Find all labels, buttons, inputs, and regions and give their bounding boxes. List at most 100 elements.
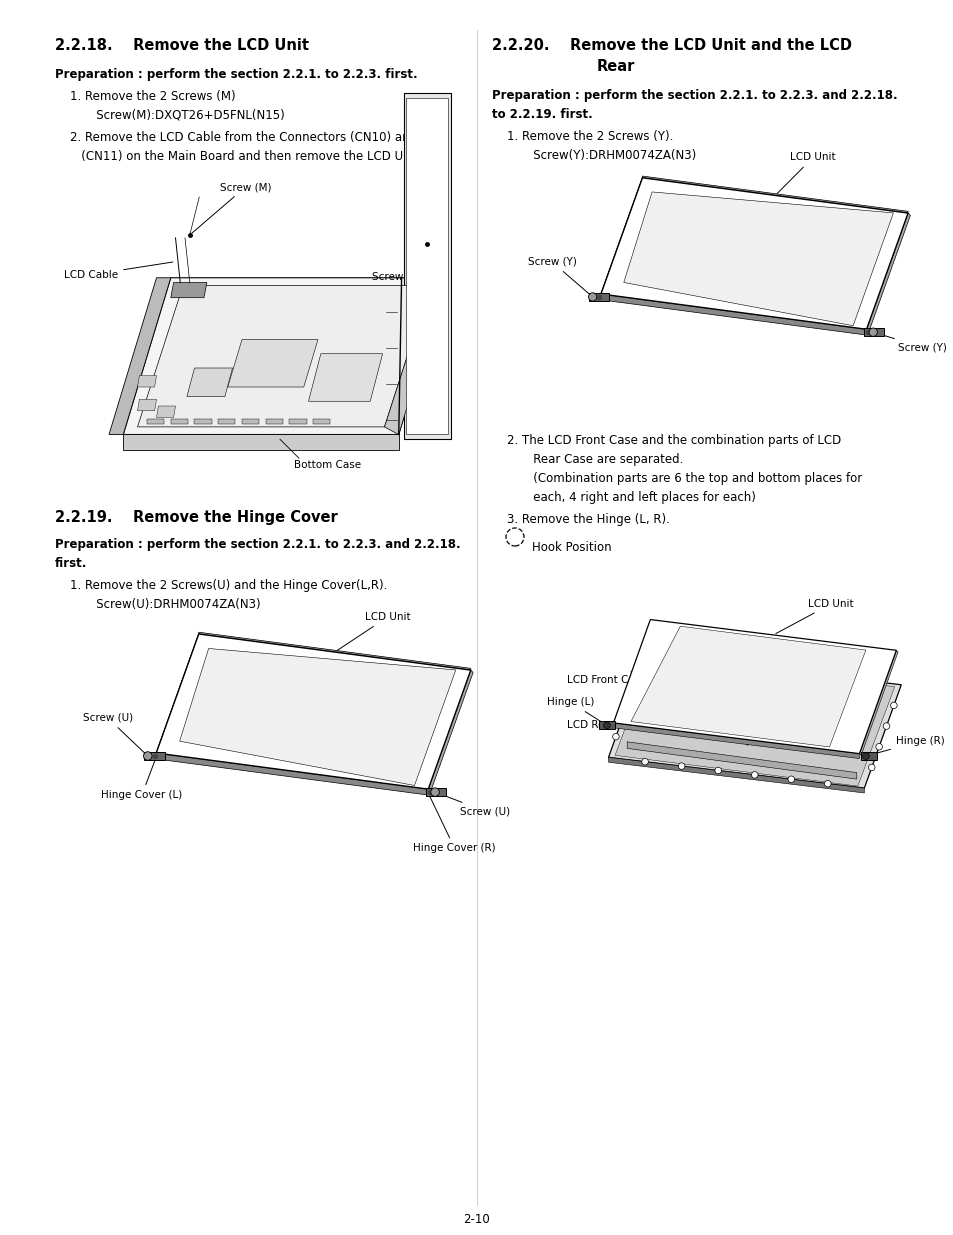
Text: Preparation : perform the section 2.2.1. to 2.2.3. and 2.2.18.: Preparation : perform the section 2.2.1.… [492,89,897,103]
Circle shape [824,673,831,679]
Text: Preparation : perform the section 2.2.1. to 2.2.3. first.: Preparation : perform the section 2.2.1.… [55,68,417,82]
Circle shape [612,734,618,740]
Text: (CN11) on the Main Board and then remove the LCD Unit.: (CN11) on the Main Board and then remove… [70,149,422,163]
Polygon shape [137,399,156,411]
Polygon shape [626,742,856,779]
Text: CN10: CN10 [240,288,315,306]
Polygon shape [428,671,473,792]
Text: LCD Cable: LCD Cable [64,262,172,280]
Circle shape [890,703,896,709]
Text: CN11: CN11 [202,321,257,332]
Circle shape [787,668,794,674]
Circle shape [868,329,877,336]
Polygon shape [171,283,207,298]
Text: Screw (Y): Screw (Y) [527,257,590,295]
Polygon shape [198,632,470,671]
Polygon shape [137,285,430,427]
Text: Screw(U):DRHM0074ZA(N3): Screw(U):DRHM0074ZA(N3) [85,598,260,611]
Text: 3. Remove the Hinge (L, R).: 3. Remove the Hinge (L, R). [506,513,669,526]
Circle shape [431,788,438,797]
Text: 1. Remove the 2 Screws (Y).: 1. Remove the 2 Screws (Y). [506,130,673,143]
Circle shape [619,713,626,719]
Polygon shape [613,620,896,753]
Polygon shape [308,353,382,401]
Text: Preparation : perform the section 2.2.1. to 2.2.3. and 2.2.18.: Preparation : perform the section 2.2.1.… [55,538,460,551]
Circle shape [787,776,794,783]
Text: Hinge (L): Hinge (L) [546,698,604,724]
Text: Screw (U): Screw (U) [437,793,510,816]
Text: Hinge Cover (L): Hinge Cover (L) [101,760,182,800]
Polygon shape [630,626,865,747]
Circle shape [143,752,152,761]
Polygon shape [156,634,470,789]
Polygon shape [384,278,446,435]
Text: Hinge Cover (R): Hinge Cover (R) [413,795,496,853]
Polygon shape [865,214,909,332]
Circle shape [751,664,758,671]
Polygon shape [859,651,897,756]
Text: 2-10: 2-10 [463,1213,490,1226]
Text: LCD Unit: LCD Unit [777,152,835,194]
Text: first.: first. [55,557,88,571]
Polygon shape [123,278,446,435]
Text: to 2.2.19. first.: to 2.2.19. first. [492,107,592,121]
FancyBboxPatch shape [425,788,446,797]
Bar [403,93,451,440]
Circle shape [714,767,720,774]
Text: Screw(Y):DRHM0074ZA(N3): Screw(Y):DRHM0074ZA(N3) [521,149,696,162]
Text: LCD Unit: LCD Unit [336,613,410,651]
FancyBboxPatch shape [144,752,165,760]
Polygon shape [137,375,156,387]
Polygon shape [187,368,233,396]
Text: 1. Remove the 2 Screws (M): 1. Remove the 2 Screws (M) [70,90,235,103]
FancyBboxPatch shape [863,329,883,336]
Polygon shape [600,294,865,335]
Circle shape [823,781,830,787]
Polygon shape [599,178,641,296]
Text: LCD Unit: LCD Unit [775,599,853,634]
Text: 2. The LCD Front Case and the combination parts of LCD: 2. The LCD Front Case and the combinatio… [506,433,841,447]
Text: Screw (M): Screw (M) [372,247,425,282]
Text: Hinge (R): Hinge (R) [868,736,943,756]
Polygon shape [641,177,907,214]
Text: Screw (M): Screw (M) [192,182,271,233]
Text: Rear: Rear [597,59,635,74]
Polygon shape [242,420,259,424]
Circle shape [882,722,889,730]
Polygon shape [228,340,317,387]
Circle shape [715,659,721,666]
FancyBboxPatch shape [598,721,615,730]
Polygon shape [147,420,164,424]
Circle shape [867,764,874,771]
Circle shape [603,722,610,729]
Text: 1. Remove the 2 Screws(U) and the Hinge Cover(L,R).: 1. Remove the 2 Screws(U) and the Hinge … [70,579,387,592]
Circle shape [641,758,648,764]
Polygon shape [218,420,235,424]
Text: 2.2.20.    Remove the LCD Unit and the LCD: 2.2.20. Remove the LCD Unit and the LCD [492,38,851,53]
Polygon shape [600,178,907,330]
Circle shape [862,753,868,760]
Polygon shape [266,420,282,424]
Text: 2. Remove the LCD Cable from the Connectors (CN10) and: 2. Remove the LCD Cable from the Connect… [70,131,416,144]
Polygon shape [109,278,171,435]
Text: (Combination parts are 6 the top and bottom places for: (Combination parts are 6 the top and bot… [521,472,862,485]
Polygon shape [171,420,188,424]
Polygon shape [123,435,398,450]
Circle shape [875,743,882,750]
Text: LCD Front Case: LCD Front Case [566,671,646,685]
Circle shape [627,692,634,699]
Polygon shape [608,757,863,793]
Text: Rear Case are separated.: Rear Case are separated. [521,453,682,466]
FancyBboxPatch shape [589,293,609,301]
Circle shape [861,677,867,684]
Circle shape [588,293,597,301]
Text: Screw (U): Screw (U) [83,713,146,755]
Text: each, 4 right and left places for each): each, 4 right and left places for each) [521,492,755,504]
Text: 2.2.19.    Remove the Hinge Cover: 2.2.19. Remove the Hinge Cover [55,510,337,525]
Polygon shape [289,420,306,424]
Text: Screw(M):DXQT26+D5FNL(N15): Screw(M):DXQT26+D5FNL(N15) [85,109,284,122]
Text: 2.2.18.    Remove the LCD Unit: 2.2.18. Remove the LCD Unit [55,38,309,53]
Polygon shape [623,191,893,326]
Circle shape [678,655,684,662]
Polygon shape [155,634,198,756]
